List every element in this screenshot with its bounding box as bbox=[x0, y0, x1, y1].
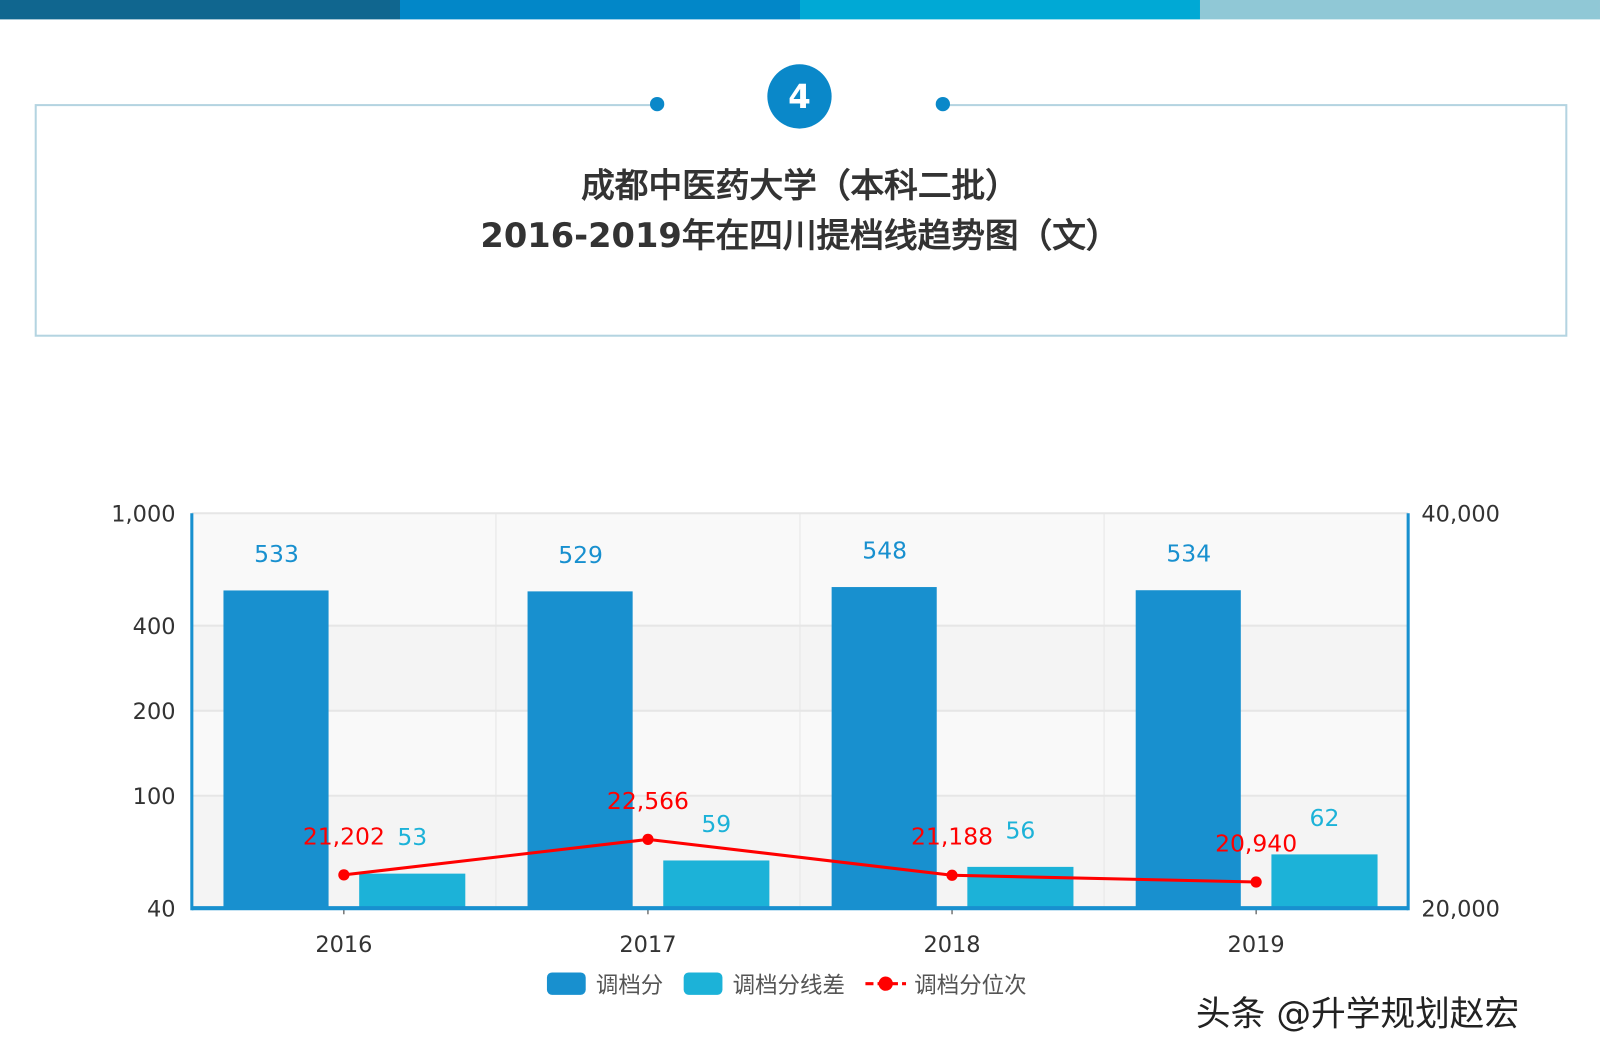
bar-diff bbox=[663, 860, 770, 909]
bar-score-label: 534 bbox=[1166, 540, 1211, 568]
chart-title-line2: 2016-2019年在四川提档线趋势图（文） bbox=[480, 215, 1120, 256]
x-tick-label: 2018 bbox=[923, 932, 980, 958]
bar-score bbox=[223, 590, 329, 909]
bar-diff-label: 62 bbox=[1310, 804, 1340, 832]
y-left-tick-label: 200 bbox=[133, 699, 176, 725]
rank-point bbox=[1250, 876, 1262, 888]
rank-point bbox=[946, 869, 958, 881]
y-right-tick-label: 20,000 bbox=[1421, 896, 1500, 922]
rank-label: 20,940 bbox=[1215, 829, 1297, 857]
top-bar-segment-1 bbox=[0, 0, 400, 20]
frame-dot-left bbox=[649, 96, 665, 112]
bar-score bbox=[831, 587, 937, 909]
bar-diff-label: 56 bbox=[1005, 816, 1035, 844]
watermark: 头条 @升学规划赵宏 bbox=[1195, 993, 1520, 1035]
rank-label: 21,202 bbox=[303, 822, 385, 850]
top-bar-segment-2 bbox=[399, 0, 800, 20]
y-left-tick-label: 1,000 bbox=[111, 501, 175, 527]
legend-label: 调档分线差 bbox=[732, 973, 845, 999]
legend-label: 调档分位次 bbox=[914, 973, 1027, 999]
bar-score-label: 548 bbox=[862, 536, 907, 564]
bar-score-label: 529 bbox=[558, 541, 603, 569]
legend-item-diff[interactable]: 调档分线差 bbox=[683, 967, 845, 1000]
bar-diff bbox=[359, 873, 466, 909]
rank-label: 21,188 bbox=[911, 823, 993, 851]
bar-score bbox=[1135, 590, 1241, 909]
bar-diff-label: 53 bbox=[397, 823, 427, 851]
bar-diff bbox=[967, 866, 1074, 909]
legend-item-score[interactable]: 调档分 bbox=[546, 967, 664, 1000]
top-color-bar bbox=[0, 0, 1600, 20]
rank-line bbox=[343, 837, 1257, 884]
rank-label: 22,566 bbox=[607, 787, 689, 815]
legend-label: 调档分 bbox=[595, 973, 664, 999]
y-left-tick-label: 40 bbox=[147, 896, 176, 922]
top-bar-segment-4 bbox=[1199, 0, 1600, 20]
frame-dot-right bbox=[935, 96, 950, 112]
legend-swatch bbox=[683, 972, 723, 995]
x-tick-label: 2019 bbox=[1228, 932, 1285, 958]
rank-point bbox=[642, 833, 654, 845]
top-bar-segment-3 bbox=[799, 0, 1200, 20]
legend: 调档分 调档分线差 调档分位次 bbox=[546, 967, 1047, 1000]
legend-line-marker-icon bbox=[865, 976, 907, 991]
rank-point bbox=[338, 869, 350, 881]
section-number-badge: 4 bbox=[767, 64, 832, 129]
chart-title-line1: 成都中医药大学（本科二批） bbox=[581, 165, 1019, 206]
y-right-tick-label: 40,000 bbox=[1421, 501, 1500, 527]
bar-diff-label: 59 bbox=[701, 810, 731, 838]
y-left-tick-label: 400 bbox=[133, 614, 176, 640]
bar-score bbox=[527, 591, 633, 909]
x-tick-label: 2016 bbox=[315, 932, 372, 958]
legend-item-rank[interactable]: 调档分位次 bbox=[865, 967, 1027, 1000]
bar-score-label: 533 bbox=[254, 540, 299, 568]
legend-swatch bbox=[546, 972, 586, 995]
y-left-tick-label: 100 bbox=[133, 784, 176, 810]
bar-diff bbox=[1271, 854, 1378, 909]
x-tick-label: 2017 bbox=[619, 932, 676, 958]
